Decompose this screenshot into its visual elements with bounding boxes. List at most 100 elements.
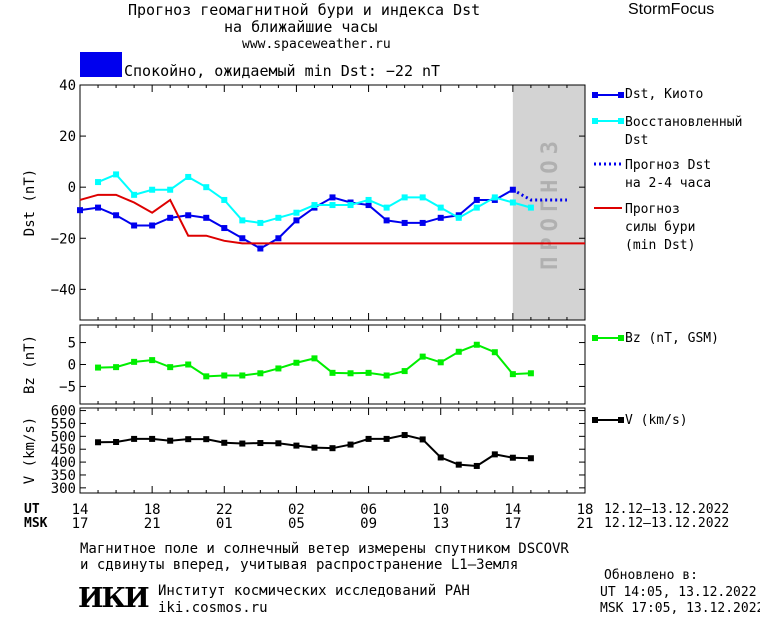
y-tick-label: 300 [51, 481, 76, 497]
legend-dst-kyoto-mark-sq [592, 92, 598, 98]
data-point [131, 358, 138, 365]
panel-frame-1 [79, 324, 586, 405]
ut-tick-label: 18 [577, 502, 594, 518]
data-point [383, 204, 390, 211]
legend-dst-kyoto-mark-sq [618, 92, 624, 98]
data-point [329, 194, 336, 201]
data-point [203, 373, 210, 380]
data-point [293, 442, 300, 449]
data-point [383, 372, 390, 379]
legend-bz-mark-sq [618, 335, 624, 341]
data-point [365, 435, 372, 442]
msk-tick-label: 17 [72, 516, 89, 532]
data-point [365, 369, 372, 376]
data-point [293, 209, 300, 216]
data-point [113, 439, 120, 445]
data-point [221, 196, 228, 203]
legend-bz-mark-sq [592, 335, 598, 341]
legend-v-label: V (km/s) [625, 413, 688, 428]
updated-msk: MSK 17:05, 13.12.2022 [600, 601, 760, 616]
data-point [509, 454, 516, 461]
y-tick-label: −5 [59, 379, 76, 395]
data-point [491, 194, 498, 201]
data-point [419, 194, 426, 201]
series-line-0-2 [512, 188, 567, 202]
data-point [473, 204, 480, 211]
ut-tick-label: 10 [432, 502, 449, 518]
data-point [203, 184, 210, 191]
data-point [527, 370, 534, 377]
data-point [473, 196, 480, 203]
data-point [239, 217, 246, 224]
footer-note-line1: Магнитное поле и солнечный ветер измерен… [80, 541, 569, 557]
ut-label: UT [24, 502, 40, 517]
data-point [293, 217, 300, 224]
data-point [329, 369, 336, 376]
ut-date-range: 12.12–13.12.2022 [604, 502, 730, 517]
legend-reconstructed-mark-sq [592, 118, 598, 124]
ut-tick-label: 06 [360, 502, 377, 518]
y-axis-label: V (km/s) [22, 417, 38, 484]
data-point [311, 202, 318, 209]
data-point [419, 353, 426, 360]
y-tick-label: 0 [68, 180, 76, 196]
data-point [221, 225, 228, 232]
ut-tick-label: 14 [504, 502, 521, 518]
y-tick-label: 450 [51, 442, 76, 458]
data-point [167, 437, 174, 444]
data-point [437, 359, 444, 366]
data-point [149, 186, 156, 193]
data-point [113, 212, 120, 219]
y-tick-label: −20 [51, 231, 76, 247]
data-point [293, 359, 300, 366]
data-point [221, 439, 228, 446]
msk-tick-label: 05 [288, 516, 305, 532]
data-point [95, 439, 102, 446]
data-point [239, 372, 246, 379]
data-point [149, 435, 156, 442]
data-point [473, 341, 480, 348]
data-point [401, 432, 408, 439]
data-point [185, 361, 192, 368]
data-point [455, 348, 462, 355]
data-point [113, 171, 120, 178]
updated-ut: UT 14:05, 13.12.2022 [600, 585, 757, 600]
data-point [95, 364, 102, 371]
data-point [275, 440, 282, 447]
forecast-region [512, 85, 585, 320]
y-tick-label: 500 [51, 429, 76, 445]
y-axis-label: Dst (nT) [22, 169, 38, 236]
y-tick-label: 600 [51, 404, 76, 420]
data-point [347, 202, 354, 209]
data-point [437, 214, 444, 221]
msk-tick-label: 09 [360, 516, 377, 532]
data-point [221, 372, 228, 379]
data-point [239, 235, 246, 242]
ut-tick-label: 18 [144, 502, 161, 518]
series-line-0-1 [97, 173, 532, 224]
data-point [185, 173, 192, 180]
data-point [455, 461, 462, 468]
data-point [131, 191, 138, 198]
data-point [491, 349, 498, 356]
data-point [491, 451, 498, 458]
msk-tick-label: 21 [577, 516, 594, 532]
legend-dst-forecast-label: Прогноз Dst на 2-4 часа [625, 158, 712, 191]
brand-label: StormFocus [628, 1, 715, 18]
data-point [203, 214, 210, 221]
data-point [203, 436, 210, 443]
data-point [275, 235, 282, 242]
data-point [383, 217, 390, 224]
data-point [509, 371, 516, 378]
data-point [167, 364, 174, 371]
data-point [257, 245, 264, 252]
data-point [131, 222, 138, 229]
msk-label: MSK [24, 516, 48, 531]
y-tick-label: 550 [51, 416, 76, 432]
y-tick-label: −40 [51, 282, 76, 298]
data-point [185, 212, 192, 219]
y-axis-label: Bz (nT) [22, 335, 38, 394]
legend-reconstructed-mark-sq [618, 118, 624, 124]
data-point [275, 214, 282, 221]
website-label: www.spaceweather.ru [242, 37, 391, 52]
